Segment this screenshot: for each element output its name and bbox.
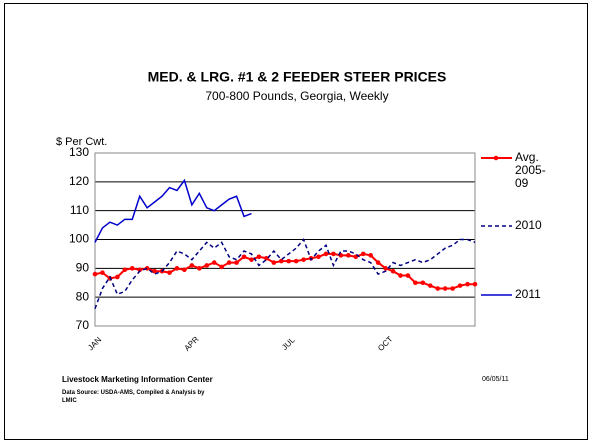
series-line: [94, 252, 475, 290]
series-marker: [413, 280, 418, 286]
series-marker: [383, 266, 388, 271]
x-tick-label: JUL: [280, 335, 297, 352]
series-marker: [316, 254, 321, 260]
series-marker: [368, 253, 373, 258]
series-marker: [346, 253, 351, 258]
series-marker: [204, 263, 210, 268]
series-marker: [450, 286, 455, 291]
series-marker: [331, 251, 336, 257]
series-marker: [375, 260, 381, 265]
x-tick-label: OCT: [376, 334, 394, 352]
series-line: [94, 178, 252, 243]
series-marker: [241, 254, 247, 260]
x-tick-label: APR: [183, 335, 201, 353]
series-marker: [286, 258, 292, 264]
legend-label: Avg. 2005-09: [515, 150, 546, 190]
y-tick-label: 100: [69, 232, 89, 246]
series-marker: [465, 281, 470, 287]
series-marker: [420, 280, 426, 286]
y-tick-label: 80: [76, 289, 90, 303]
series-marker: [249, 257, 254, 262]
series-marker: [405, 273, 411, 278]
series-marker: [226, 260, 232, 265]
series-marker: [323, 251, 329, 257]
series-marker: [197, 266, 202, 271]
plot-frame: [94, 152, 476, 327]
series-marker: [152, 268, 157, 274]
series-marker: [167, 270, 172, 275]
series-marker: [92, 271, 98, 277]
legend-marker: [493, 155, 499, 161]
series-marker: [435, 286, 441, 291]
series-marker: [398, 273, 403, 278]
series-marker: [442, 286, 448, 291]
series-marker: [189, 263, 195, 268]
x-tick-label: JAN: [86, 335, 103, 352]
y-tick-label: 70: [76, 318, 90, 332]
y-tick-label: 130: [69, 145, 89, 159]
series-marker: [129, 266, 135, 271]
series-marker: [390, 268, 396, 274]
series-marker: [360, 251, 366, 257]
chart-title: MED. & LRG. #1 & 2 FEEDER STEER PRICES: [148, 69, 447, 85]
series-marker: [219, 264, 224, 270]
series-marker: [472, 281, 478, 287]
series-marker: [271, 260, 277, 265]
series-marker: [256, 254, 262, 260]
source-note: Data Source: USDA-AMS, Compiled & Analys…: [62, 390, 205, 404]
chart-subtitle: 700-800 Pounds, Georgia, Weekly: [205, 89, 388, 103]
series-marker: [234, 260, 239, 265]
date: 06/05/11: [482, 376, 509, 383]
series-marker: [174, 266, 180, 271]
source-org: Livestock Marketing Information Center: [62, 375, 213, 384]
y-tick-label: 110: [70, 203, 89, 217]
series-line: [94, 238, 476, 309]
series-marker: [278, 258, 284, 264]
series-marker: [122, 267, 128, 273]
series-marker: [100, 270, 105, 275]
series-marker: [264, 255, 269, 261]
legend-label: 2011: [515, 287, 541, 301]
series-marker: [211, 260, 217, 265]
y-tick-label: 90: [76, 261, 90, 275]
series-marker: [293, 258, 299, 264]
series-marker: [182, 267, 187, 273]
y-axis-label: $ Per Cwt.: [56, 136, 107, 148]
series-marker: [115, 274, 120, 280]
slide-border: [4, 3, 588, 440]
y-tick-label: 120: [69, 174, 89, 188]
series-marker: [301, 257, 306, 262]
legend-label: 2010: [515, 218, 542, 232]
series-marker: [457, 283, 463, 288]
series-marker: [137, 267, 143, 273]
series-marker: [427, 283, 433, 288]
